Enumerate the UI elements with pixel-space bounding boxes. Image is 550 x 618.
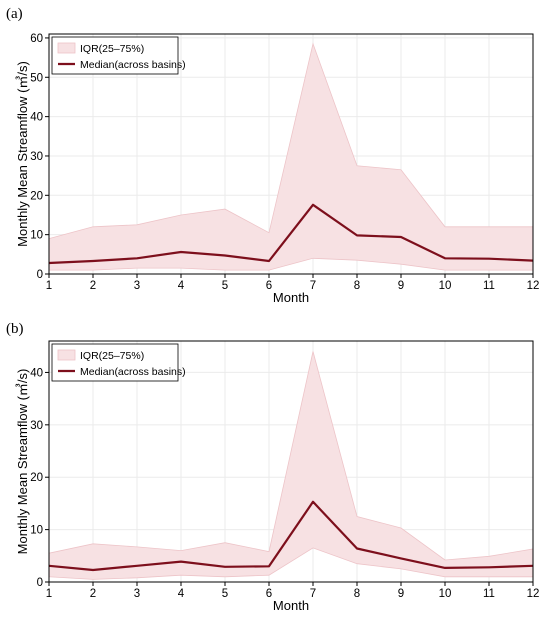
x-tick-label: 7 (310, 280, 316, 292)
legend-swatch-iqr (57, 349, 76, 361)
x-tick-label: 6 (266, 280, 272, 292)
x-tick-label: 7 (310, 588, 316, 600)
x-tick-label: 11 (483, 588, 495, 600)
x-tick-label: 3 (134, 588, 140, 600)
legend-label-iqr: IQR(25–75%) (80, 350, 144, 362)
x-tick-label: 11 (483, 280, 495, 292)
y-tick-label: 10 (30, 230, 43, 242)
legend-label-iqr: IQR(25–75%) (80, 43, 144, 55)
x-tick-label: 1 (46, 280, 52, 292)
x-tick-label: 6 (266, 588, 272, 600)
x-tick-label: 9 (398, 588, 404, 600)
x-tick-label: 2 (90, 280, 96, 292)
iqr-band (48, 351, 534, 580)
x-tick-label: 5 (222, 588, 228, 600)
x-tick-label: 8 (354, 280, 360, 292)
legend-label-median: Median(across basins) (80, 366, 186, 378)
x-tick-label: 2 (90, 588, 96, 600)
x-tick-label: 8 (354, 588, 360, 600)
panel-label: (b) (6, 321, 24, 337)
x-tick-label: 12 (527, 280, 540, 292)
legend-swatch-iqr (57, 42, 76, 54)
median-line (48, 203, 534, 265)
y-tick-label: 30 (30, 151, 43, 163)
y-tick-label: 20 (30, 472, 43, 484)
x-tick-label: 5 (222, 280, 228, 292)
y-tick-label: 40 (30, 367, 43, 379)
y-tick-label: 0 (37, 269, 43, 281)
y-tick-label: 10 (30, 525, 43, 537)
x-tick-label: 9 (398, 280, 404, 292)
x-tick-label: 10 (439, 588, 452, 600)
y-tick-label: 40 (30, 112, 43, 124)
x-axis-label: Month (273, 290, 309, 305)
y-tick-label: 50 (30, 72, 43, 84)
y-tick-label: 0 (37, 577, 43, 589)
panel-label: (a) (6, 6, 23, 22)
chart-panel-b: (b)1 2 3 4 5 6 7 8 9 10 11 12010203040MonthMonthly … (6, 321, 539, 613)
legend-label-median: Median(across basins) (80, 59, 186, 71)
x-tick-label: 10 (439, 280, 452, 292)
x-tick-label: 1 (46, 588, 52, 600)
y-tick-label: 30 (30, 420, 43, 432)
y-tick-label: 60 (30, 33, 43, 45)
y-axis-label: Monthly Mean Streamflow (㎥/s) (15, 61, 30, 247)
y-tick-label: 20 (30, 190, 43, 202)
plot-frame (48, 340, 534, 583)
x-tick-label: 3 (134, 280, 140, 292)
median-line (48, 500, 534, 572)
x-axis-label: Month (273, 598, 309, 613)
x-tick-label: 4 (178, 280, 185, 292)
chart-panel-a: (a)1 2 3 4 5 6 7 8 9 10 11 120102030405060MonthMont… (6, 6, 539, 305)
x-tick-label: 12 (527, 588, 540, 600)
x-tick-label: 4 (178, 588, 185, 600)
y-axis-label: Monthly Mean Streamflow (㎥/s) (15, 369, 30, 555)
plot-frame (48, 33, 534, 275)
